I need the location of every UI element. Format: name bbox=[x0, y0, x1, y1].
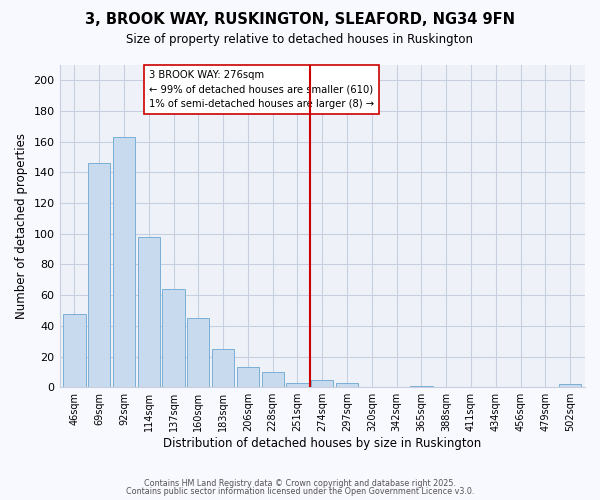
Bar bbox=[286, 382, 308, 387]
Bar bbox=[163, 289, 185, 387]
Text: Contains HM Land Registry data © Crown copyright and database right 2025.: Contains HM Land Registry data © Crown c… bbox=[144, 478, 456, 488]
Bar bbox=[187, 318, 209, 387]
Bar bbox=[262, 372, 284, 387]
Bar bbox=[410, 386, 433, 387]
Text: 3 BROOK WAY: 276sqm
← 99% of detached houses are smaller (610)
1% of semi-detach: 3 BROOK WAY: 276sqm ← 99% of detached ho… bbox=[149, 70, 374, 109]
Bar bbox=[212, 349, 234, 387]
Bar bbox=[137, 237, 160, 387]
Y-axis label: Number of detached properties: Number of detached properties bbox=[15, 133, 28, 319]
Bar bbox=[63, 314, 86, 387]
Bar bbox=[336, 382, 358, 387]
Text: Size of property relative to detached houses in Ruskington: Size of property relative to detached ho… bbox=[127, 32, 473, 46]
X-axis label: Distribution of detached houses by size in Ruskington: Distribution of detached houses by size … bbox=[163, 437, 481, 450]
Bar bbox=[113, 137, 135, 387]
Bar bbox=[311, 380, 334, 387]
Bar bbox=[237, 368, 259, 387]
Text: Contains public sector information licensed under the Open Government Licence v3: Contains public sector information licen… bbox=[126, 487, 474, 496]
Bar bbox=[559, 384, 581, 387]
Bar bbox=[88, 163, 110, 387]
Text: 3, BROOK WAY, RUSKINGTON, SLEAFORD, NG34 9FN: 3, BROOK WAY, RUSKINGTON, SLEAFORD, NG34… bbox=[85, 12, 515, 28]
